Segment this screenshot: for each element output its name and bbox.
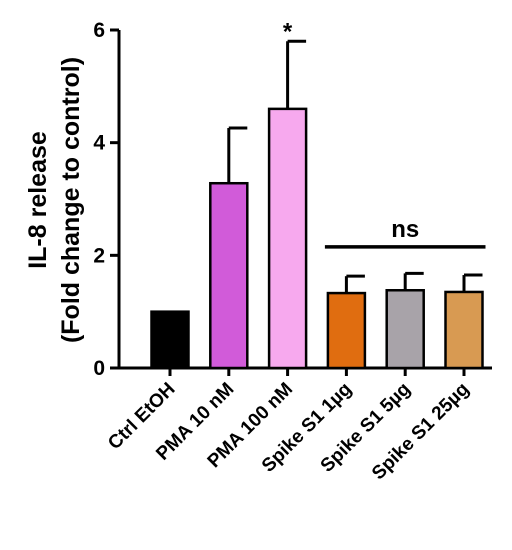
- y-tick-label: 6: [93, 19, 105, 42]
- bar: [385, 289, 425, 370]
- significance-star: *: [283, 18, 293, 45]
- y-tick-label: 4: [93, 132, 105, 155]
- y-tick-label: 0: [93, 357, 105, 380]
- annotations: * ns: [283, 18, 486, 249]
- bar: [326, 291, 367, 370]
- bar: [267, 107, 308, 370]
- bar: [444, 290, 484, 370]
- y-axis-title-line1: IL-8 release: [24, 131, 52, 269]
- y-axis-title: IL-8 release (Fold change to control): [24, 57, 85, 343]
- y-ticks: 0 2 4 6: [93, 19, 119, 380]
- bar: [150, 310, 190, 370]
- y-tick-label: 2: [93, 244, 105, 267]
- y-axis-title-line2: (Fold change to control): [57, 57, 85, 343]
- bars: [150, 39, 484, 370]
- bar: [209, 181, 249, 370]
- significance-label: ns: [391, 216, 419, 243]
